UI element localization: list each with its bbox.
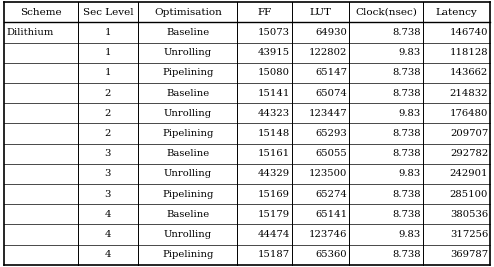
Text: 123500: 123500 bbox=[309, 170, 347, 178]
Text: 9.83: 9.83 bbox=[399, 109, 421, 118]
Text: 4: 4 bbox=[105, 230, 111, 239]
Text: 9.83: 9.83 bbox=[399, 48, 421, 57]
Text: 65141: 65141 bbox=[315, 210, 347, 219]
Text: Sec Level: Sec Level bbox=[82, 8, 133, 17]
Text: 176480: 176480 bbox=[450, 109, 488, 118]
Text: 123746: 123746 bbox=[309, 230, 347, 239]
Text: 15161: 15161 bbox=[258, 149, 290, 158]
Text: Baseline: Baseline bbox=[166, 28, 209, 37]
Text: 8.738: 8.738 bbox=[392, 190, 421, 199]
Text: 9.83: 9.83 bbox=[399, 230, 421, 239]
Text: 317256: 317256 bbox=[450, 230, 488, 239]
Text: 8.738: 8.738 bbox=[392, 250, 421, 259]
Text: Baseline: Baseline bbox=[166, 89, 209, 97]
Text: 209707: 209707 bbox=[450, 129, 488, 138]
Text: Unrolling: Unrolling bbox=[164, 109, 212, 118]
Text: 44474: 44474 bbox=[257, 230, 290, 239]
Text: 44329: 44329 bbox=[258, 170, 290, 178]
Text: Unrolling: Unrolling bbox=[164, 48, 212, 57]
Text: Baseline: Baseline bbox=[166, 149, 209, 158]
Text: LUT: LUT bbox=[310, 8, 331, 17]
Text: 15148: 15148 bbox=[257, 129, 290, 138]
Text: Pipelining: Pipelining bbox=[162, 129, 213, 138]
Text: 43915: 43915 bbox=[258, 48, 290, 57]
Text: 1: 1 bbox=[105, 68, 111, 77]
Text: 1: 1 bbox=[105, 28, 111, 37]
Text: 8.738: 8.738 bbox=[392, 28, 421, 37]
Text: Pipelining: Pipelining bbox=[162, 190, 213, 199]
Text: 65147: 65147 bbox=[315, 68, 347, 77]
Text: 242901: 242901 bbox=[450, 170, 488, 178]
Text: Latency: Latency bbox=[436, 8, 477, 17]
Text: 3: 3 bbox=[105, 190, 111, 199]
Text: 15073: 15073 bbox=[258, 28, 290, 37]
Text: 2: 2 bbox=[105, 109, 111, 118]
Text: 64930: 64930 bbox=[316, 28, 347, 37]
Text: Dilithium: Dilithium bbox=[6, 28, 53, 37]
Text: 8.738: 8.738 bbox=[392, 210, 421, 219]
Text: 15169: 15169 bbox=[258, 190, 290, 199]
Text: 8.738: 8.738 bbox=[392, 89, 421, 97]
Text: 65360: 65360 bbox=[316, 250, 347, 259]
Text: 15187: 15187 bbox=[258, 250, 290, 259]
Text: 369787: 369787 bbox=[450, 250, 488, 259]
Text: 15080: 15080 bbox=[258, 68, 290, 77]
Text: 8.738: 8.738 bbox=[392, 68, 421, 77]
Text: 44323: 44323 bbox=[258, 109, 290, 118]
Text: 9.83: 9.83 bbox=[399, 170, 421, 178]
Text: 65055: 65055 bbox=[316, 149, 347, 158]
Text: 2: 2 bbox=[105, 89, 111, 97]
Text: 118128: 118128 bbox=[450, 48, 488, 57]
Text: Optimisation: Optimisation bbox=[154, 8, 222, 17]
Text: 15179: 15179 bbox=[258, 210, 290, 219]
Text: 146740: 146740 bbox=[450, 28, 488, 37]
Text: 123447: 123447 bbox=[309, 109, 347, 118]
Text: Clock(nsec): Clock(nsec) bbox=[355, 8, 417, 17]
Text: 8.738: 8.738 bbox=[392, 129, 421, 138]
Text: 3: 3 bbox=[105, 149, 111, 158]
Text: 8.738: 8.738 bbox=[392, 149, 421, 158]
Text: FF: FF bbox=[257, 8, 272, 17]
Text: 65074: 65074 bbox=[316, 89, 347, 97]
Text: Pipelining: Pipelining bbox=[162, 68, 213, 77]
Text: 380536: 380536 bbox=[450, 210, 488, 219]
Text: Unrolling: Unrolling bbox=[164, 230, 212, 239]
Text: 65293: 65293 bbox=[316, 129, 347, 138]
Text: 285100: 285100 bbox=[450, 190, 488, 199]
Text: Pipelining: Pipelining bbox=[162, 250, 213, 259]
Text: 4: 4 bbox=[105, 210, 111, 219]
Text: 15141: 15141 bbox=[257, 89, 290, 97]
Text: Scheme: Scheme bbox=[20, 8, 62, 17]
Text: Unrolling: Unrolling bbox=[164, 170, 212, 178]
Text: 122802: 122802 bbox=[309, 48, 347, 57]
Text: 292782: 292782 bbox=[450, 149, 488, 158]
Text: 3: 3 bbox=[105, 170, 111, 178]
Text: 2: 2 bbox=[105, 129, 111, 138]
Text: 214832: 214832 bbox=[450, 89, 488, 97]
Text: 65274: 65274 bbox=[316, 190, 347, 199]
Text: 1: 1 bbox=[105, 48, 111, 57]
Text: 143662: 143662 bbox=[450, 68, 488, 77]
Text: Baseline: Baseline bbox=[166, 210, 209, 219]
Text: 4: 4 bbox=[105, 250, 111, 259]
